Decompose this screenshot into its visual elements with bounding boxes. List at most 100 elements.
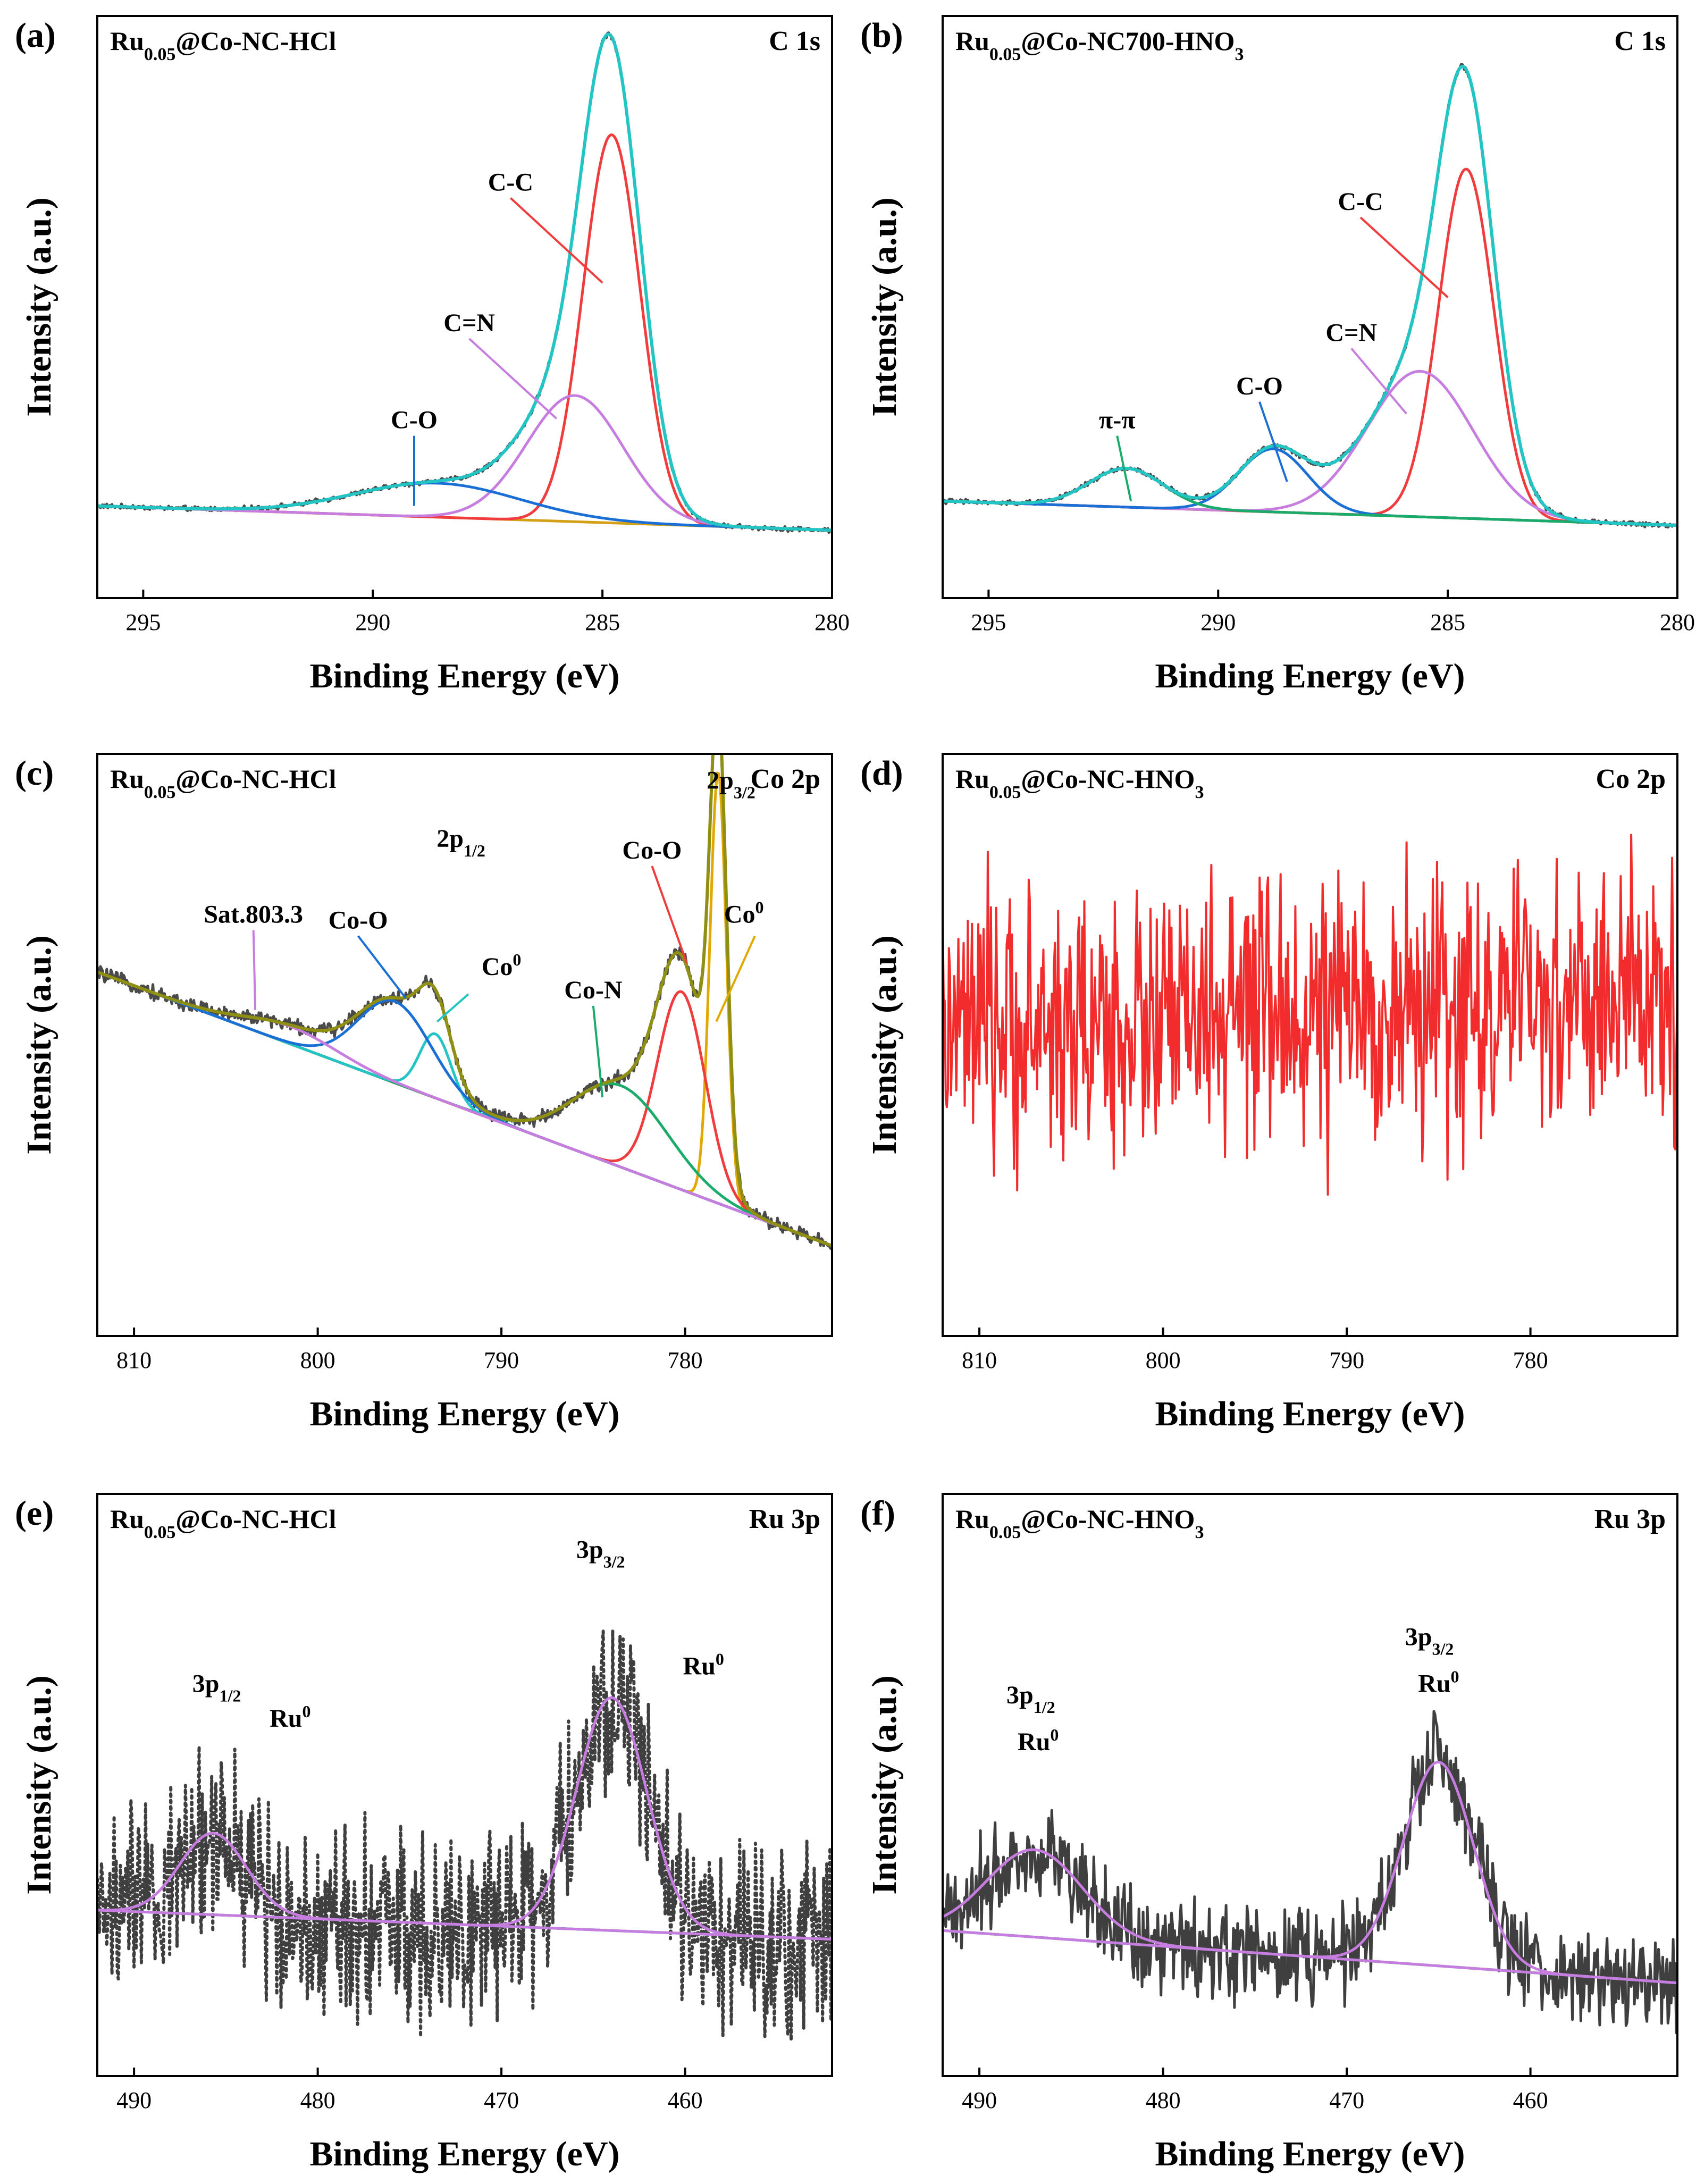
x-tick-label: 295: [971, 609, 1006, 635]
sample-label: Ru0.05@Co-NC-HCl: [110, 26, 337, 64]
annotation-leader-line: [1350, 348, 1407, 415]
peak-annotation-label: Co-N: [564, 976, 623, 1004]
panel-c: Co-O Co-O Co-N Sat.803.3 Co0 Co0 2p1/2 2p3/2 810…: [15, 753, 833, 1433]
x-tick-label: 790: [1329, 1347, 1364, 1373]
peak-annotation-label: C-C: [488, 169, 533, 197]
core-level-label: C 1s: [769, 26, 820, 56]
x-tick-label: 790: [484, 1347, 519, 1373]
plot-frame: [942, 1493, 1678, 2077]
sample-label: Ru0.05@Co-NC-HNO3: [955, 1504, 1204, 1542]
peak-annotation-label: C-O: [391, 406, 438, 434]
annotation-leader-line: [436, 993, 469, 1023]
peak-annotation-label: π-π: [1099, 406, 1136, 434]
x-tick-label: 290: [1200, 609, 1236, 635]
core-level-label: Ru 3p: [749, 1504, 820, 1534]
peak-annotation-label: Co-O: [329, 906, 388, 935]
annotation-leader-line: [1258, 401, 1288, 482]
panel-letter: (f): [860, 1494, 895, 1533]
species-label: Co0: [482, 950, 522, 981]
plot-area: [97, 754, 832, 1250]
x-axis-title: Binding Energy (eV): [309, 657, 619, 695]
x-axis-title: Binding Energy (eV): [309, 2135, 619, 2173]
y-axis-title: Intensity (a.u.): [20, 1675, 58, 1895]
x-tick-label: 460: [668, 2087, 703, 2113]
x-tick-label: 780: [1513, 1347, 1548, 1373]
peak-annotation-label: Co-O: [622, 836, 682, 864]
species-label: Ru0: [1418, 1667, 1459, 1698]
annotation-leader-line: [468, 338, 558, 419]
sample-label: Ru0.05@Co-NC-HCl: [110, 1504, 337, 1542]
orbital-label: 2p3/2: [707, 767, 755, 802]
sample-label: Ru0.05@Co-NC-HNO3: [955, 764, 1204, 802]
annotation-leader-line: [592, 1005, 604, 1098]
x-tick-label: 480: [1146, 2087, 1181, 2113]
peak-annotation-label: Sat.803.3: [204, 901, 303, 929]
x-tick-label: 280: [1660, 609, 1695, 635]
sample-label: Ru0.05@Co-NC700-HNO3: [955, 26, 1244, 64]
x-tick-label: 780: [668, 1347, 703, 1373]
sample-label: Ru0.05@Co-NC-HCl: [110, 764, 337, 802]
fit-peak-ru0-3p3-2: [943, 1760, 1677, 1985]
x-tick-label: 460: [1513, 2087, 1548, 2113]
raw-data-line: [97, 31, 832, 534]
peak-annotation-label: C-O: [1236, 372, 1283, 400]
panel-letter: (e): [15, 1494, 54, 1533]
panel-letter: (a): [15, 16, 56, 55]
x-tick-label: 295: [125, 609, 161, 635]
x-tick-label: 480: [300, 2087, 335, 2113]
x-axis-title: Binding Energy (eV): [1155, 657, 1465, 695]
fit-peak-c-n: [943, 369, 1677, 527]
orbital-label: 3p1/2: [192, 1669, 241, 1705]
x-tick-label: 285: [1430, 609, 1465, 635]
panel-b: C-C C=N C-O π-π 295 290 285 280 Binding Energy (…: [860, 15, 1695, 695]
x-tick-label: 490: [962, 2087, 997, 2113]
plot-area: [97, 1628, 832, 2042]
annotation-leader-line: [651, 866, 688, 964]
plot-frame: [942, 15, 1678, 599]
annotation-leader-line: [1116, 435, 1132, 501]
plot-frame: [96, 1493, 833, 2077]
raw-data-line: [943, 63, 1677, 529]
y-axis-title: Intensity (a.u.): [865, 1675, 904, 1895]
core-level-label: C 1s: [1614, 26, 1666, 56]
orbital-label: 3p3/2: [1405, 1623, 1454, 1659]
annotation-leader-line: [252, 930, 257, 1010]
panel-d: 810 800 790 780 Binding Energy (eV) Intensity…: [860, 753, 1678, 1433]
raw-data-line: [943, 834, 1677, 1196]
annotation-leader-line: [1359, 216, 1449, 298]
plot-area: [943, 63, 1677, 529]
plot-frame: [96, 15, 833, 599]
x-axis-title: Binding Energy (eV): [1155, 1395, 1465, 1433]
panel-letter: (c): [15, 754, 54, 793]
annotation-leader-line: [715, 935, 756, 1022]
fit-envelope-line: [97, 32, 832, 532]
plot-area: [943, 1710, 1677, 2035]
x-tick-label: 810: [962, 1347, 997, 1373]
core-level-label: Ru 3p: [1594, 1504, 1666, 1534]
raw-data-line: [943, 1710, 1677, 2035]
annotation-leader-line: [510, 197, 603, 284]
panel-f: Ru0 Ru0 3p1/2 3p3/2 490 480 470 460 Binding Ener…: [860, 1493, 1678, 2173]
orbital-label: 2p1/2: [436, 825, 485, 860]
x-tick-label: 285: [585, 609, 620, 635]
x-axis-title: Binding Energy (eV): [309, 1395, 619, 1433]
x-tick-label: 800: [300, 1347, 335, 1373]
fit-peak-ru0-3p3-2: [97, 1696, 832, 1941]
orbital-label: 3p1/2: [1006, 1681, 1055, 1717]
x-tick-label: 800: [1146, 1347, 1181, 1373]
x-tick-label: 490: [116, 2087, 152, 2113]
plot-area: [97, 31, 832, 534]
fit-envelope-line: [943, 64, 1677, 527]
orbital-label: 3p3/2: [576, 1535, 625, 1571]
fit-peak-c-o: [97, 482, 832, 532]
y-axis-title: Intensity (a.u.): [20, 197, 58, 417]
x-tick-label: 470: [1329, 2087, 1364, 2113]
plot-area: [943, 834, 1677, 1196]
panel-e: Ru0 Ru0 3p1/2 3p3/2 490 480 470 460 Binding Ener…: [15, 1493, 833, 2173]
species-label: Ru0: [1018, 1725, 1059, 1756]
core-level-label: Co 2p: [1596, 764, 1666, 794]
peak-annotation-label: C=N: [443, 309, 495, 337]
plot-frame: [96, 753, 833, 1337]
panel-letter: (b): [860, 16, 903, 55]
